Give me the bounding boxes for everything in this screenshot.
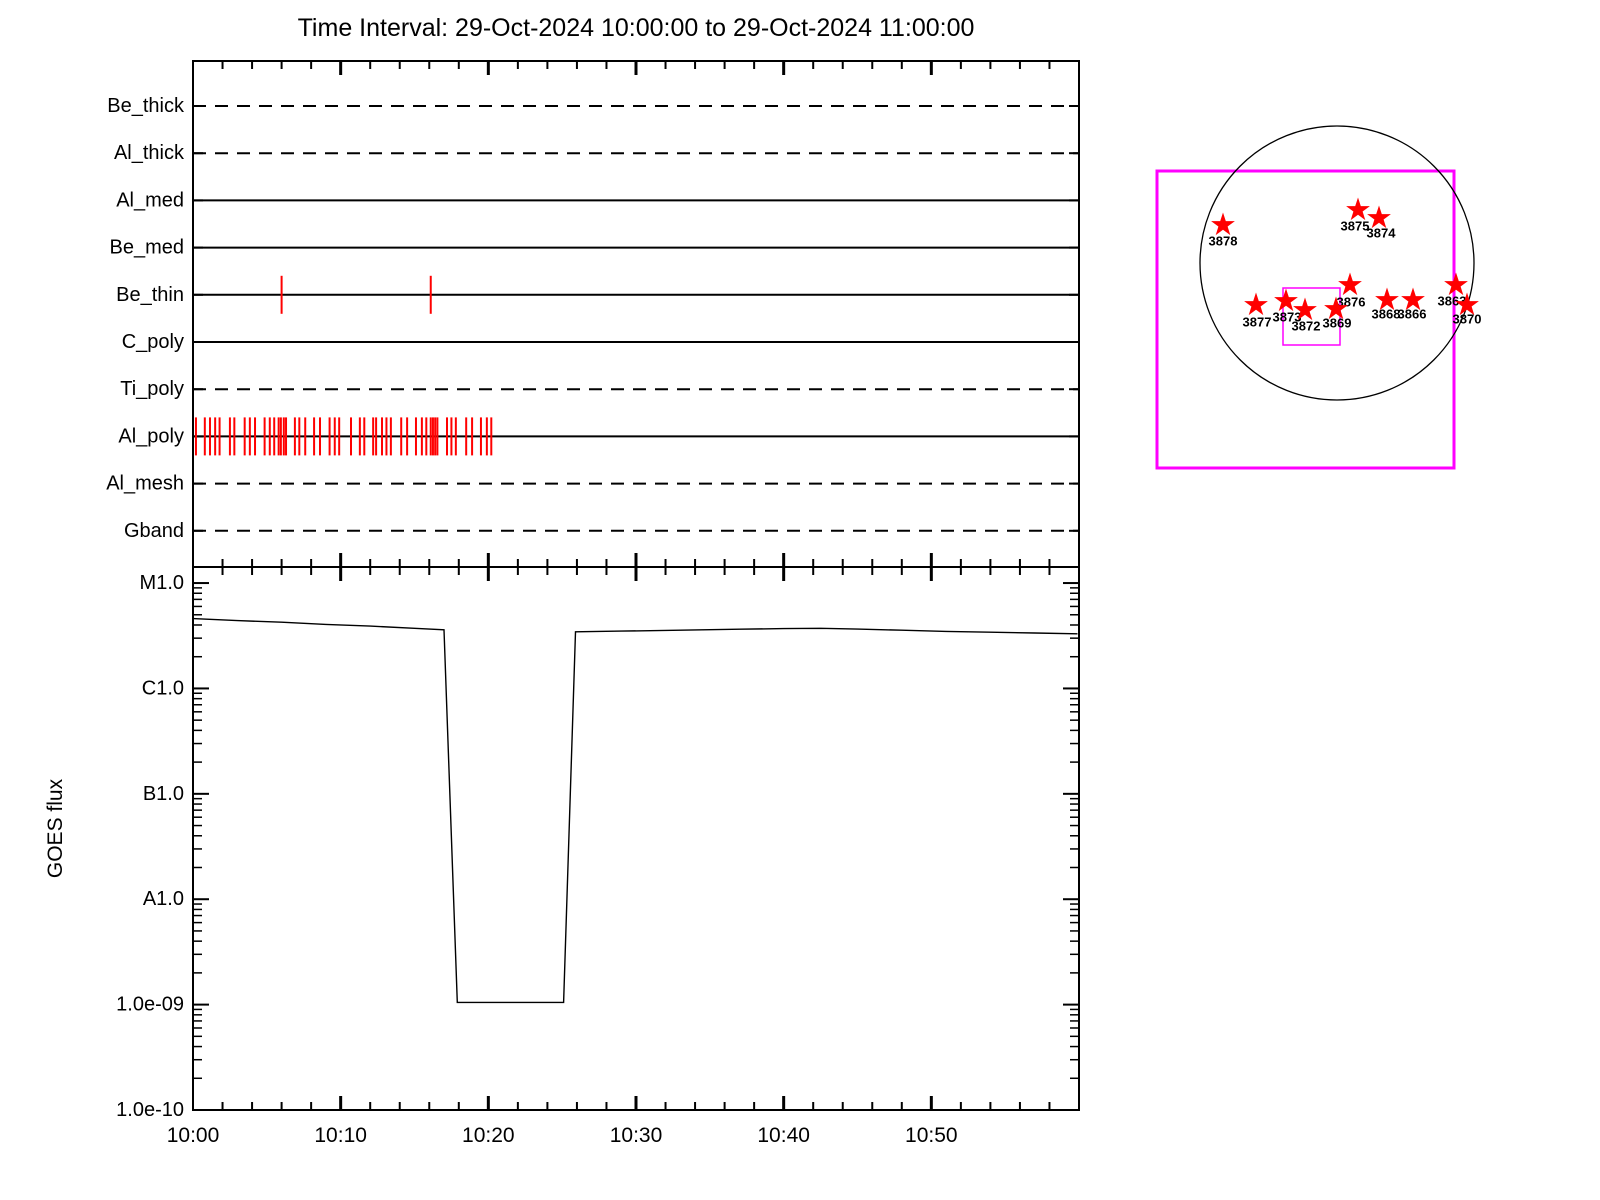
channel-label-Al_med: Al_med — [116, 189, 184, 211]
goes-ylabel: GOES flux — [44, 778, 67, 878]
active-region-label-3868: 3868 — [1372, 307, 1401, 322]
goes-ytick-label: 1.0e-10 — [116, 1099, 184, 1121]
solar-limb-circle — [1199, 125, 1475, 401]
goes-xtick-label: 10:40 — [757, 1124, 810, 1147]
goes-ytick-label: A1.0 — [143, 888, 184, 910]
active-region-label-3863: 3863 — [1438, 294, 1467, 309]
active-region-star-3878 — [1211, 212, 1235, 236]
active-region-star-3870 — [1455, 292, 1479, 316]
channel-label-Al_mesh: Al_mesh — [106, 473, 184, 495]
goes-ytick-label: C1.0 — [142, 677, 184, 699]
active-region-star-3877 — [1244, 292, 1268, 316]
active-region-label-3870: 3870 — [1453, 312, 1482, 327]
active-region-label-3874: 3874 — [1367, 226, 1397, 241]
active-region-star-3874 — [1367, 205, 1391, 229]
goes-xtick-label: 10:00 — [167, 1124, 220, 1147]
active-region-label-3869: 3869 — [1323, 316, 1352, 331]
active-region-star-3869 — [1324, 296, 1348, 320]
channel-label-Al_thick: Al_thick — [114, 142, 185, 164]
channel-label-C_poly: C_poly — [122, 331, 184, 353]
timeline-panel-frame — [192, 60, 1080, 568]
active-region-label-3866: 3866 — [1398, 307, 1427, 322]
goes-xtick-label: 10:20 — [462, 1124, 515, 1147]
channel-label-Gband: Gband — [124, 520, 184, 542]
active-region-label-3873: 3873 — [1273, 310, 1302, 325]
active-region-star-3866 — [1401, 287, 1425, 311]
plot-title: Time Interval: 29-Oct-2024 10:00:00 to 2… — [297, 14, 975, 42]
channel-label-Be_thin: Be_thin — [116, 284, 184, 306]
goes-xtick-label: 10:10 — [314, 1124, 367, 1147]
goes-xtick-label: 10:30 — [610, 1124, 663, 1147]
goes-ytick-label: M1.0 — [140, 572, 184, 594]
goes-xtick-label: 10:50 — [905, 1124, 958, 1147]
active-region-label-3877: 3877 — [1243, 315, 1272, 330]
goes-panel-frame — [192, 566, 1080, 1111]
active-region-star-3872 — [1293, 297, 1317, 321]
fov-box-outer — [1155, 169, 1456, 470]
active-region-star-3875 — [1346, 197, 1370, 221]
active-region-star-3868 — [1375, 287, 1399, 311]
goes-ytick-label: 1.0e-09 — [116, 994, 184, 1016]
channel-label-Be_thick: Be_thick — [107, 95, 185, 117]
channel-label-Be_med: Be_med — [110, 237, 185, 259]
active-region-star-3863 — [1444, 272, 1468, 296]
goes-flux-curve — [192, 617, 1078, 1004]
active-region-label-3875: 3875 — [1341, 219, 1370, 234]
goes-ytick-label: B1.0 — [143, 783, 184, 805]
active-region-label-3878: 3878 — [1209, 234, 1238, 249]
active-region-star-3876 — [1338, 272, 1362, 296]
active-region-label-3872: 3872 — [1292, 319, 1321, 334]
active-region-star-3873 — [1274, 288, 1298, 312]
channel-label-Ti_poly: Ti_poly — [120, 378, 184, 400]
channel-label-Al_poly: Al_poly — [118, 425, 184, 447]
